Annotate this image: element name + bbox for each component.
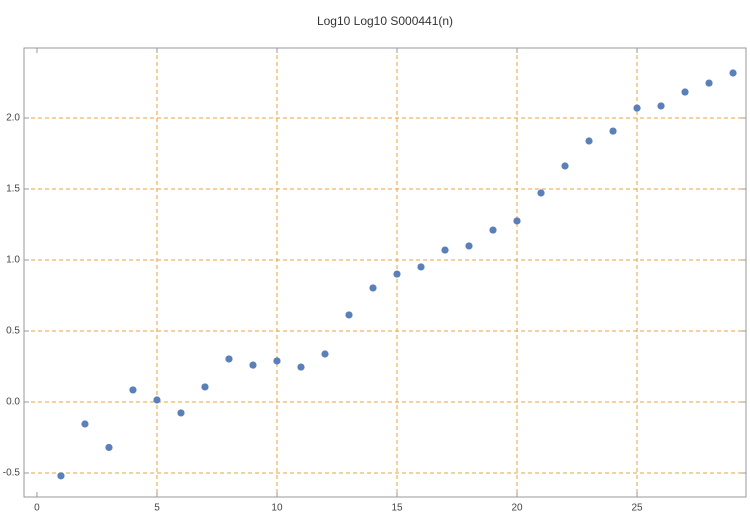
point (153, 396, 161, 404)
x-tick-label: 5 (154, 503, 160, 514)
point (369, 284, 377, 292)
point (225, 355, 233, 363)
point (657, 102, 665, 110)
point (129, 386, 137, 394)
point (417, 263, 425, 271)
y-tick-label: 1.0 (6, 255, 20, 266)
point (321, 350, 329, 358)
y-tick-label: 0.0 (6, 397, 20, 408)
y-tick-label: 1.5 (6, 184, 20, 195)
point (489, 226, 497, 234)
chart-title: Log10 Log10 S000441(n) (317, 14, 453, 28)
y-tick-label: -0.5 (3, 468, 21, 479)
point (585, 137, 593, 145)
point (537, 189, 545, 197)
point (57, 472, 65, 480)
x-tick-label: 15 (391, 503, 403, 514)
point (81, 420, 89, 428)
frame (23, 47, 747, 498)
point (393, 270, 401, 278)
point (465, 242, 473, 250)
point (633, 104, 641, 112)
point (177, 409, 185, 417)
x-tick-label: 10 (271, 503, 283, 514)
point (729, 69, 737, 77)
x-tick-label: 0 (34, 503, 40, 514)
point (249, 361, 257, 369)
y-tick-label: 0.5 (6, 326, 20, 337)
point (345, 311, 353, 319)
point (513, 217, 521, 225)
x-tick-label: 20 (511, 503, 523, 514)
point (105, 443, 113, 452)
point (681, 88, 689, 96)
point (609, 127, 617, 135)
x-tick-label: 25 (631, 503, 643, 514)
y-tick-label: 2.0 (6, 113, 20, 124)
point (273, 357, 281, 365)
point (705, 79, 713, 87)
point (201, 383, 209, 391)
point (441, 246, 449, 254)
point (561, 162, 569, 170)
point (297, 363, 305, 371)
